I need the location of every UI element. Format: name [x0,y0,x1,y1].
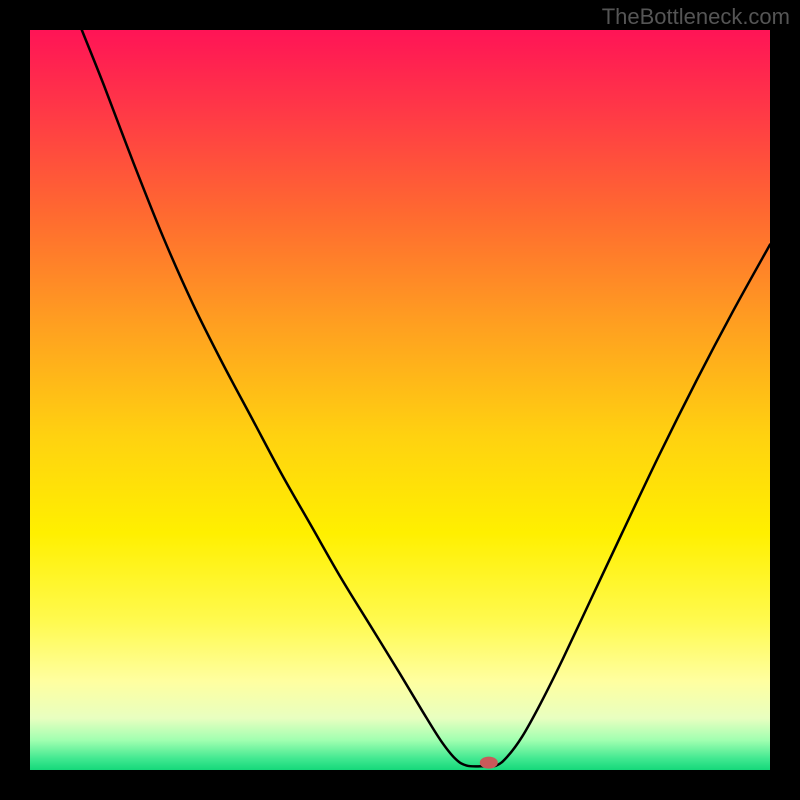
watermark-text: TheBottleneck.com [602,4,790,30]
optimal-marker [480,757,498,769]
bottleneck-chart [0,0,800,800]
border-left [0,0,30,800]
border-right [770,0,800,800]
plot-background [30,30,770,770]
chart-container: TheBottleneck.com [0,0,800,800]
border-bottom [0,770,800,800]
